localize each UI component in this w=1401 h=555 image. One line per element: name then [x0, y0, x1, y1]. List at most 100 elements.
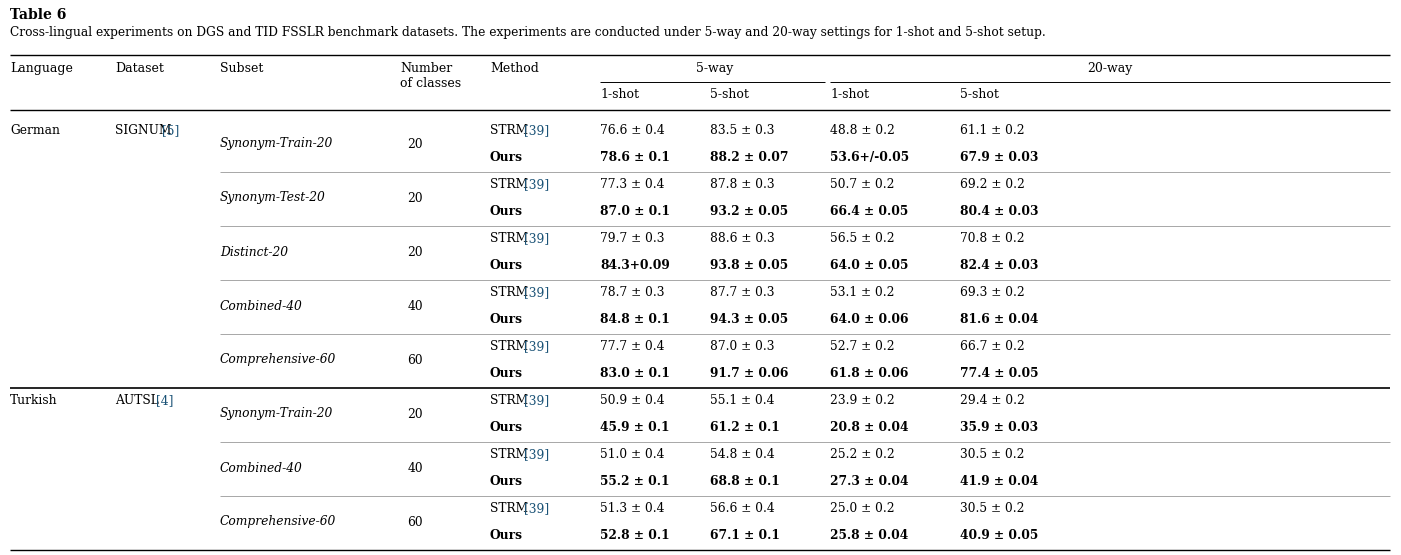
Text: 91.7 ± 0.06: 91.7 ± 0.06 — [710, 367, 789, 380]
Text: 20: 20 — [408, 138, 423, 150]
Text: 87.8 ± 0.3: 87.8 ± 0.3 — [710, 178, 775, 191]
Text: Comprehensive-60: Comprehensive-60 — [220, 516, 336, 528]
Text: 40.9 ± 0.05: 40.9 ± 0.05 — [960, 529, 1038, 542]
Text: 84.3+0.09: 84.3+0.09 — [600, 259, 670, 272]
Text: [39]: [39] — [524, 232, 549, 245]
Text: 61.8 ± 0.06: 61.8 ± 0.06 — [829, 367, 908, 380]
Text: 64.0 ± 0.06: 64.0 ± 0.06 — [829, 313, 908, 326]
Text: 82.4 ± 0.03: 82.4 ± 0.03 — [960, 259, 1038, 272]
Text: Ours: Ours — [490, 205, 523, 218]
Text: 76.6 ± 0.4: 76.6 ± 0.4 — [600, 124, 664, 137]
Text: 50.9 ± 0.4: 50.9 ± 0.4 — [600, 394, 664, 407]
Text: 56.6 ± 0.4: 56.6 ± 0.4 — [710, 502, 775, 515]
Text: 66.7 ± 0.2: 66.7 ± 0.2 — [960, 340, 1024, 353]
Text: [4]: [4] — [156, 394, 174, 407]
Text: 68.8 ± 0.1: 68.8 ± 0.1 — [710, 475, 780, 488]
Text: Combined-40: Combined-40 — [220, 300, 303, 312]
Text: [39]: [39] — [524, 340, 549, 353]
Text: STRM: STRM — [490, 232, 532, 245]
Text: 35.9 ± 0.03: 35.9 ± 0.03 — [960, 421, 1038, 434]
Text: 40: 40 — [408, 300, 423, 312]
Text: [39]: [39] — [524, 394, 549, 407]
Text: 30.5 ± 0.2: 30.5 ± 0.2 — [960, 448, 1024, 461]
Text: 60: 60 — [408, 354, 423, 366]
Text: 93.8 ± 0.05: 93.8 ± 0.05 — [710, 259, 789, 272]
Text: 69.2 ± 0.2: 69.2 ± 0.2 — [960, 178, 1026, 191]
Text: [39]: [39] — [524, 448, 549, 461]
Text: 77.4 ± 0.05: 77.4 ± 0.05 — [960, 367, 1038, 380]
Text: [39]: [39] — [524, 124, 549, 137]
Text: 77.7 ± 0.4: 77.7 ± 0.4 — [600, 340, 664, 353]
Text: 64.0 ± 0.05: 64.0 ± 0.05 — [829, 259, 908, 272]
Text: 53.1 ± 0.2: 53.1 ± 0.2 — [829, 286, 894, 299]
Text: Ours: Ours — [490, 529, 523, 542]
Text: 5-shot: 5-shot — [960, 88, 999, 101]
Text: 5-way: 5-way — [696, 62, 734, 75]
Text: 48.8 ± 0.2: 48.8 ± 0.2 — [829, 124, 895, 137]
Text: Number
of classes: Number of classes — [401, 62, 461, 90]
Text: 87.0 ± 0.3: 87.0 ± 0.3 — [710, 340, 775, 353]
Text: 83.0 ± 0.1: 83.0 ± 0.1 — [600, 367, 670, 380]
Text: Comprehensive-60: Comprehensive-60 — [220, 354, 336, 366]
Text: Distinct-20: Distinct-20 — [220, 245, 289, 259]
Text: 94.3 ± 0.05: 94.3 ± 0.05 — [710, 313, 789, 326]
Text: Ours: Ours — [490, 421, 523, 434]
Text: Subset: Subset — [220, 62, 263, 75]
Text: 50.7 ± 0.2: 50.7 ± 0.2 — [829, 178, 894, 191]
Text: 20: 20 — [408, 191, 423, 204]
Text: 61.2 ± 0.1: 61.2 ± 0.1 — [710, 421, 780, 434]
Text: STRM: STRM — [490, 340, 532, 353]
Text: 88.6 ± 0.3: 88.6 ± 0.3 — [710, 232, 775, 245]
Text: 51.0 ± 0.4: 51.0 ± 0.4 — [600, 448, 664, 461]
Text: 81.6 ± 0.04: 81.6 ± 0.04 — [960, 313, 1038, 326]
Text: Language: Language — [10, 62, 73, 75]
Text: 53.6+/-0.05: 53.6+/-0.05 — [829, 151, 909, 164]
Text: 40: 40 — [408, 462, 423, 475]
Text: 80.4 ± 0.03: 80.4 ± 0.03 — [960, 205, 1038, 218]
Text: 52.8 ± 0.1: 52.8 ± 0.1 — [600, 529, 670, 542]
Text: Combined-40: Combined-40 — [220, 462, 303, 475]
Text: Synonym-Train-20: Synonym-Train-20 — [220, 407, 333, 421]
Text: STRM: STRM — [490, 178, 532, 191]
Text: 67.1 ± 0.1: 67.1 ± 0.1 — [710, 529, 780, 542]
Text: 69.3 ± 0.2: 69.3 ± 0.2 — [960, 286, 1024, 299]
Text: 23.9 ± 0.2: 23.9 ± 0.2 — [829, 394, 895, 407]
Text: [39]: [39] — [524, 178, 549, 191]
Text: 84.8 ± 0.1: 84.8 ± 0.1 — [600, 313, 670, 326]
Text: 87.7 ± 0.3: 87.7 ± 0.3 — [710, 286, 775, 299]
Text: 51.3 ± 0.4: 51.3 ± 0.4 — [600, 502, 664, 515]
Text: STRM: STRM — [490, 448, 532, 461]
Text: Ours: Ours — [490, 475, 523, 488]
Text: 83.5 ± 0.3: 83.5 ± 0.3 — [710, 124, 775, 137]
Text: 79.7 ± 0.3: 79.7 ± 0.3 — [600, 232, 664, 245]
Text: Ours: Ours — [490, 367, 523, 380]
Text: 60: 60 — [408, 516, 423, 528]
Text: AUTSL: AUTSL — [115, 394, 163, 407]
Text: 25.0 ± 0.2: 25.0 ± 0.2 — [829, 502, 895, 515]
Text: 70.8 ± 0.2: 70.8 ± 0.2 — [960, 232, 1024, 245]
Text: 78.7 ± 0.3: 78.7 ± 0.3 — [600, 286, 664, 299]
Text: 41.9 ± 0.04: 41.9 ± 0.04 — [960, 475, 1038, 488]
Text: 88.2 ± 0.07: 88.2 ± 0.07 — [710, 151, 789, 164]
Text: STRM: STRM — [490, 286, 532, 299]
Text: 20-way: 20-way — [1087, 62, 1132, 75]
Text: 25.2 ± 0.2: 25.2 ± 0.2 — [829, 448, 895, 461]
Text: [39]: [39] — [524, 286, 549, 299]
Text: Ours: Ours — [490, 259, 523, 272]
Text: STRM: STRM — [490, 124, 532, 137]
Text: STRM: STRM — [490, 394, 532, 407]
Text: 27.3 ± 0.04: 27.3 ± 0.04 — [829, 475, 908, 488]
Text: Ours: Ours — [490, 151, 523, 164]
Text: Method: Method — [490, 62, 539, 75]
Text: 25.8 ± 0.04: 25.8 ± 0.04 — [829, 529, 908, 542]
Text: 61.1 ± 0.2: 61.1 ± 0.2 — [960, 124, 1024, 137]
Text: 20: 20 — [408, 245, 423, 259]
Text: 54.8 ± 0.4: 54.8 ± 0.4 — [710, 448, 775, 461]
Text: Table 6: Table 6 — [10, 8, 66, 22]
Text: Synonym-Train-20: Synonym-Train-20 — [220, 138, 333, 150]
Text: 56.5 ± 0.2: 56.5 ± 0.2 — [829, 232, 895, 245]
Text: STRM: STRM — [490, 502, 532, 515]
Text: German: German — [10, 124, 60, 137]
Text: 30.5 ± 0.2: 30.5 ± 0.2 — [960, 502, 1024, 515]
Text: 52.7 ± 0.2: 52.7 ± 0.2 — [829, 340, 895, 353]
